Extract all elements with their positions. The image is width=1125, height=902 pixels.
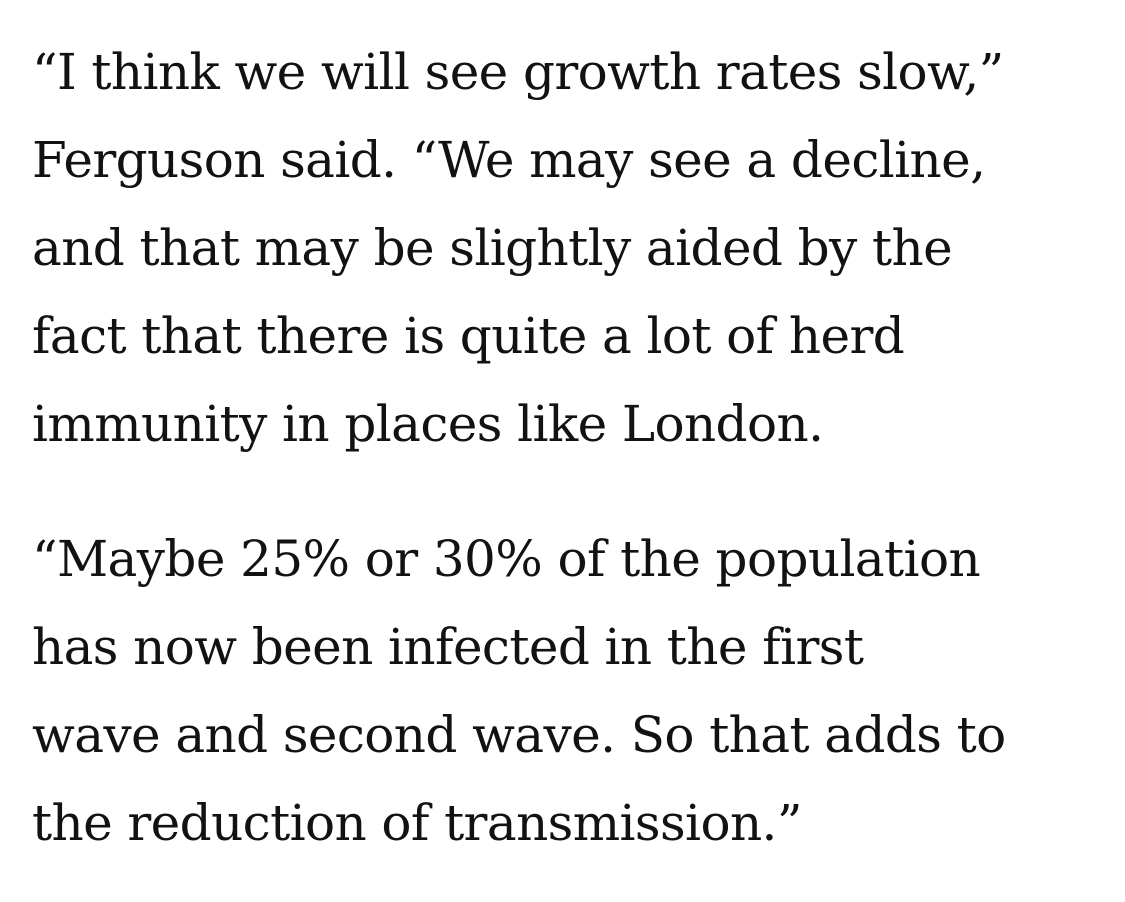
text-line: has now been infected in the first [32,618,864,676]
quote-paragraph-2: “Maybe 25% or 30% of the population has … [32,515,1107,867]
text-line: Ferguson said. “We may see a decline, [32,131,986,189]
quote-paragraph-1: “I think we will see growth rates slow,”… [32,28,1107,468]
text-line: immunity in places like London. [32,395,824,453]
article-body: “I think we will see growth rates slow,”… [32,28,1107,867]
text-line: “Maybe 25% or 30% of the population [32,530,981,588]
text-line: “I think we will see growth rates slow,” [32,43,1004,101]
text-line: the reduction of transmission.” [32,794,802,852]
text-line: and that may be slightly aided by the [32,219,953,277]
text-line: fact that there is quite a lot of herd [32,307,905,365]
text-line: wave and second wave. So that adds to [32,706,1006,764]
